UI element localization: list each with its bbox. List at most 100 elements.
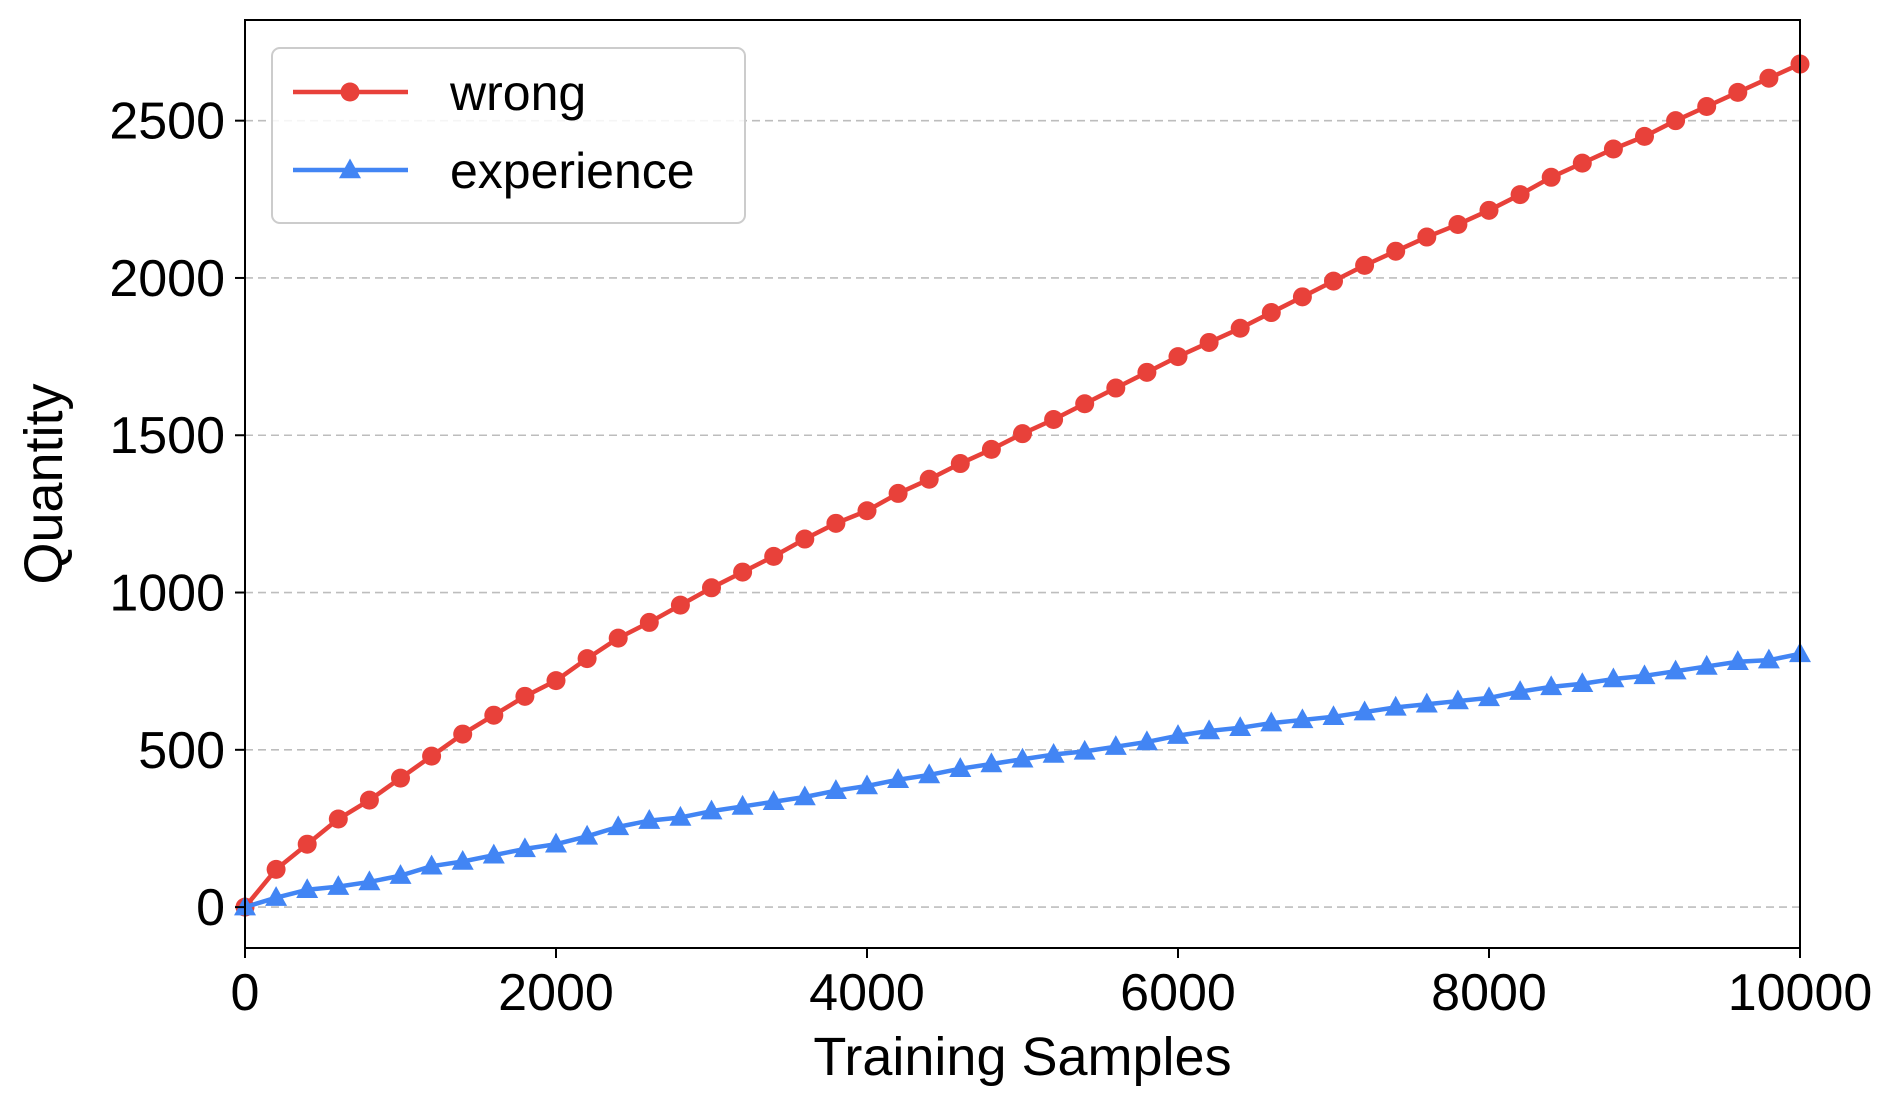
data-point-experience-23 [949,757,972,777]
data-point-experience-39 [1446,689,1469,710]
data-point-experience-41 [1509,680,1532,700]
data-point-wrong-9 [515,686,535,706]
data-point-experience-45 [1633,664,1656,685]
data-point-wrong-39 [1448,214,1468,234]
data-point-experience-46 [1664,659,1687,680]
series-wrong [235,54,1810,917]
data-point-wrong-2 [297,834,317,854]
data-point-experience-42 [1540,675,1563,696]
data-point-wrong-44 [1603,139,1623,159]
data-point-experience-29 [1135,730,1158,751]
data-point-experience-43 [1571,672,1594,693]
data-point-wrong-38 [1417,227,1437,247]
data-point-wrong-26 [1044,410,1064,430]
data-point-experience-24 [980,752,1003,773]
data-point-experience-21 [887,768,910,788]
legend: wrong experience [271,47,746,224]
data-point-experience-16 [731,794,754,815]
y-tick-label-5: 2500 [109,93,225,151]
data-point-wrong-34 [1292,287,1312,307]
data-point-wrong-25 [1013,424,1032,444]
data-point-wrong-33 [1261,303,1281,323]
data-point-wrong-15 [702,578,721,598]
data-point-wrong-36 [1355,255,1375,275]
data-point-wrong-16 [733,562,753,582]
grid [245,119,1800,908]
data-point-experience-5 [389,864,412,884]
data-point-wrong-4 [359,790,379,810]
data-point-experience-26 [1042,742,1065,763]
data-point-wrong-18 [795,529,815,549]
data-point-experience-13 [638,809,661,829]
data-point-wrong-11 [577,649,597,669]
data-point-experience-10 [545,832,567,853]
data-point-experience-44 [1602,667,1625,688]
data-point-wrong-21 [888,483,908,503]
data-point-wrong-24 [981,439,1001,459]
data-point-experience-11 [576,824,599,845]
data-point-wrong-14 [670,595,690,615]
data-point-wrong-41 [1510,185,1530,205]
data-point-wrong-29 [1137,362,1157,382]
legend-label-experience: experience [450,143,695,199]
data-point-experience-40 [1478,686,1500,707]
data-point-experience-12 [607,815,630,836]
data-point-experience-34 [1291,708,1314,729]
legend-label-wrong: wrong [449,65,586,121]
data-point-experience-38 [1415,692,1438,713]
x-axis-title: Training Samples [813,1027,1231,1087]
series-experience [234,642,1811,916]
y-tick-label-4: 2000 [109,250,225,308]
data-point-experience-32 [1229,716,1252,737]
data-point-experience-30 [1167,724,1189,744]
data-point-wrong-31 [1199,332,1219,352]
data-point-experience-6 [420,854,443,875]
x-tick-label-5: 10000 [1728,964,1873,1022]
data-point-experience-28 [1104,735,1127,755]
data-point-experience-3 [327,875,350,895]
plot-frame [244,19,1801,949]
data-point-experience-47 [1695,654,1718,675]
data-point-wrong-43 [1572,153,1592,173]
data-point-experience-8 [482,843,505,864]
data-point-experience-19 [824,779,847,799]
data-point-experience-35 [1322,705,1345,726]
y-tick-label-3: 1500 [109,407,225,465]
data-point-wrong-42 [1541,167,1561,187]
data-point-wrong-22 [919,469,939,489]
data-point-wrong-17 [764,546,784,566]
data-point-wrong-6 [422,746,442,766]
data-point-experience-18 [793,785,816,806]
data-point-experience-49 [1757,648,1780,669]
data-point-wrong-49 [1759,68,1779,88]
data-point-wrong-3 [328,809,348,829]
data-point-experience-48 [1726,650,1749,670]
data-point-wrong-7 [453,724,473,744]
series-layer [234,54,1811,917]
data-point-wrong-23 [950,454,970,474]
legend-marker-shape-experience [339,158,361,179]
data-point-experience-17 [762,790,785,810]
series-line-experience [242,651,1803,910]
data-point-wrong-1 [266,859,286,879]
data-point-experience-14 [669,805,692,826]
x-tick-label-0: 0 [231,964,260,1022]
data-point-experience-9 [513,837,536,858]
x-tick-label-4: 8000 [1431,964,1547,1022]
data-point-wrong-27 [1075,394,1095,414]
data-point-wrong-46 [1666,111,1686,131]
x-tick-label-3: 6000 [1120,964,1236,1022]
y-axis-title: Quantity [14,383,74,584]
data-point-experience-37 [1384,695,1407,716]
data-point-wrong-37 [1386,241,1406,261]
data-point-wrong-48 [1728,82,1748,102]
data-point-experience-1 [265,886,288,906]
y-tick-label-0: 0 [196,879,225,937]
data-point-wrong-8 [484,705,504,725]
data-point-experience-20 [856,774,878,795]
data-point-experience-36 [1353,700,1376,721]
data-point-wrong-35 [1324,271,1343,291]
data-point-experience-33 [1260,711,1283,732]
x-tick-label-1: 2000 [498,964,614,1022]
legend-marker-experience [339,158,361,179]
